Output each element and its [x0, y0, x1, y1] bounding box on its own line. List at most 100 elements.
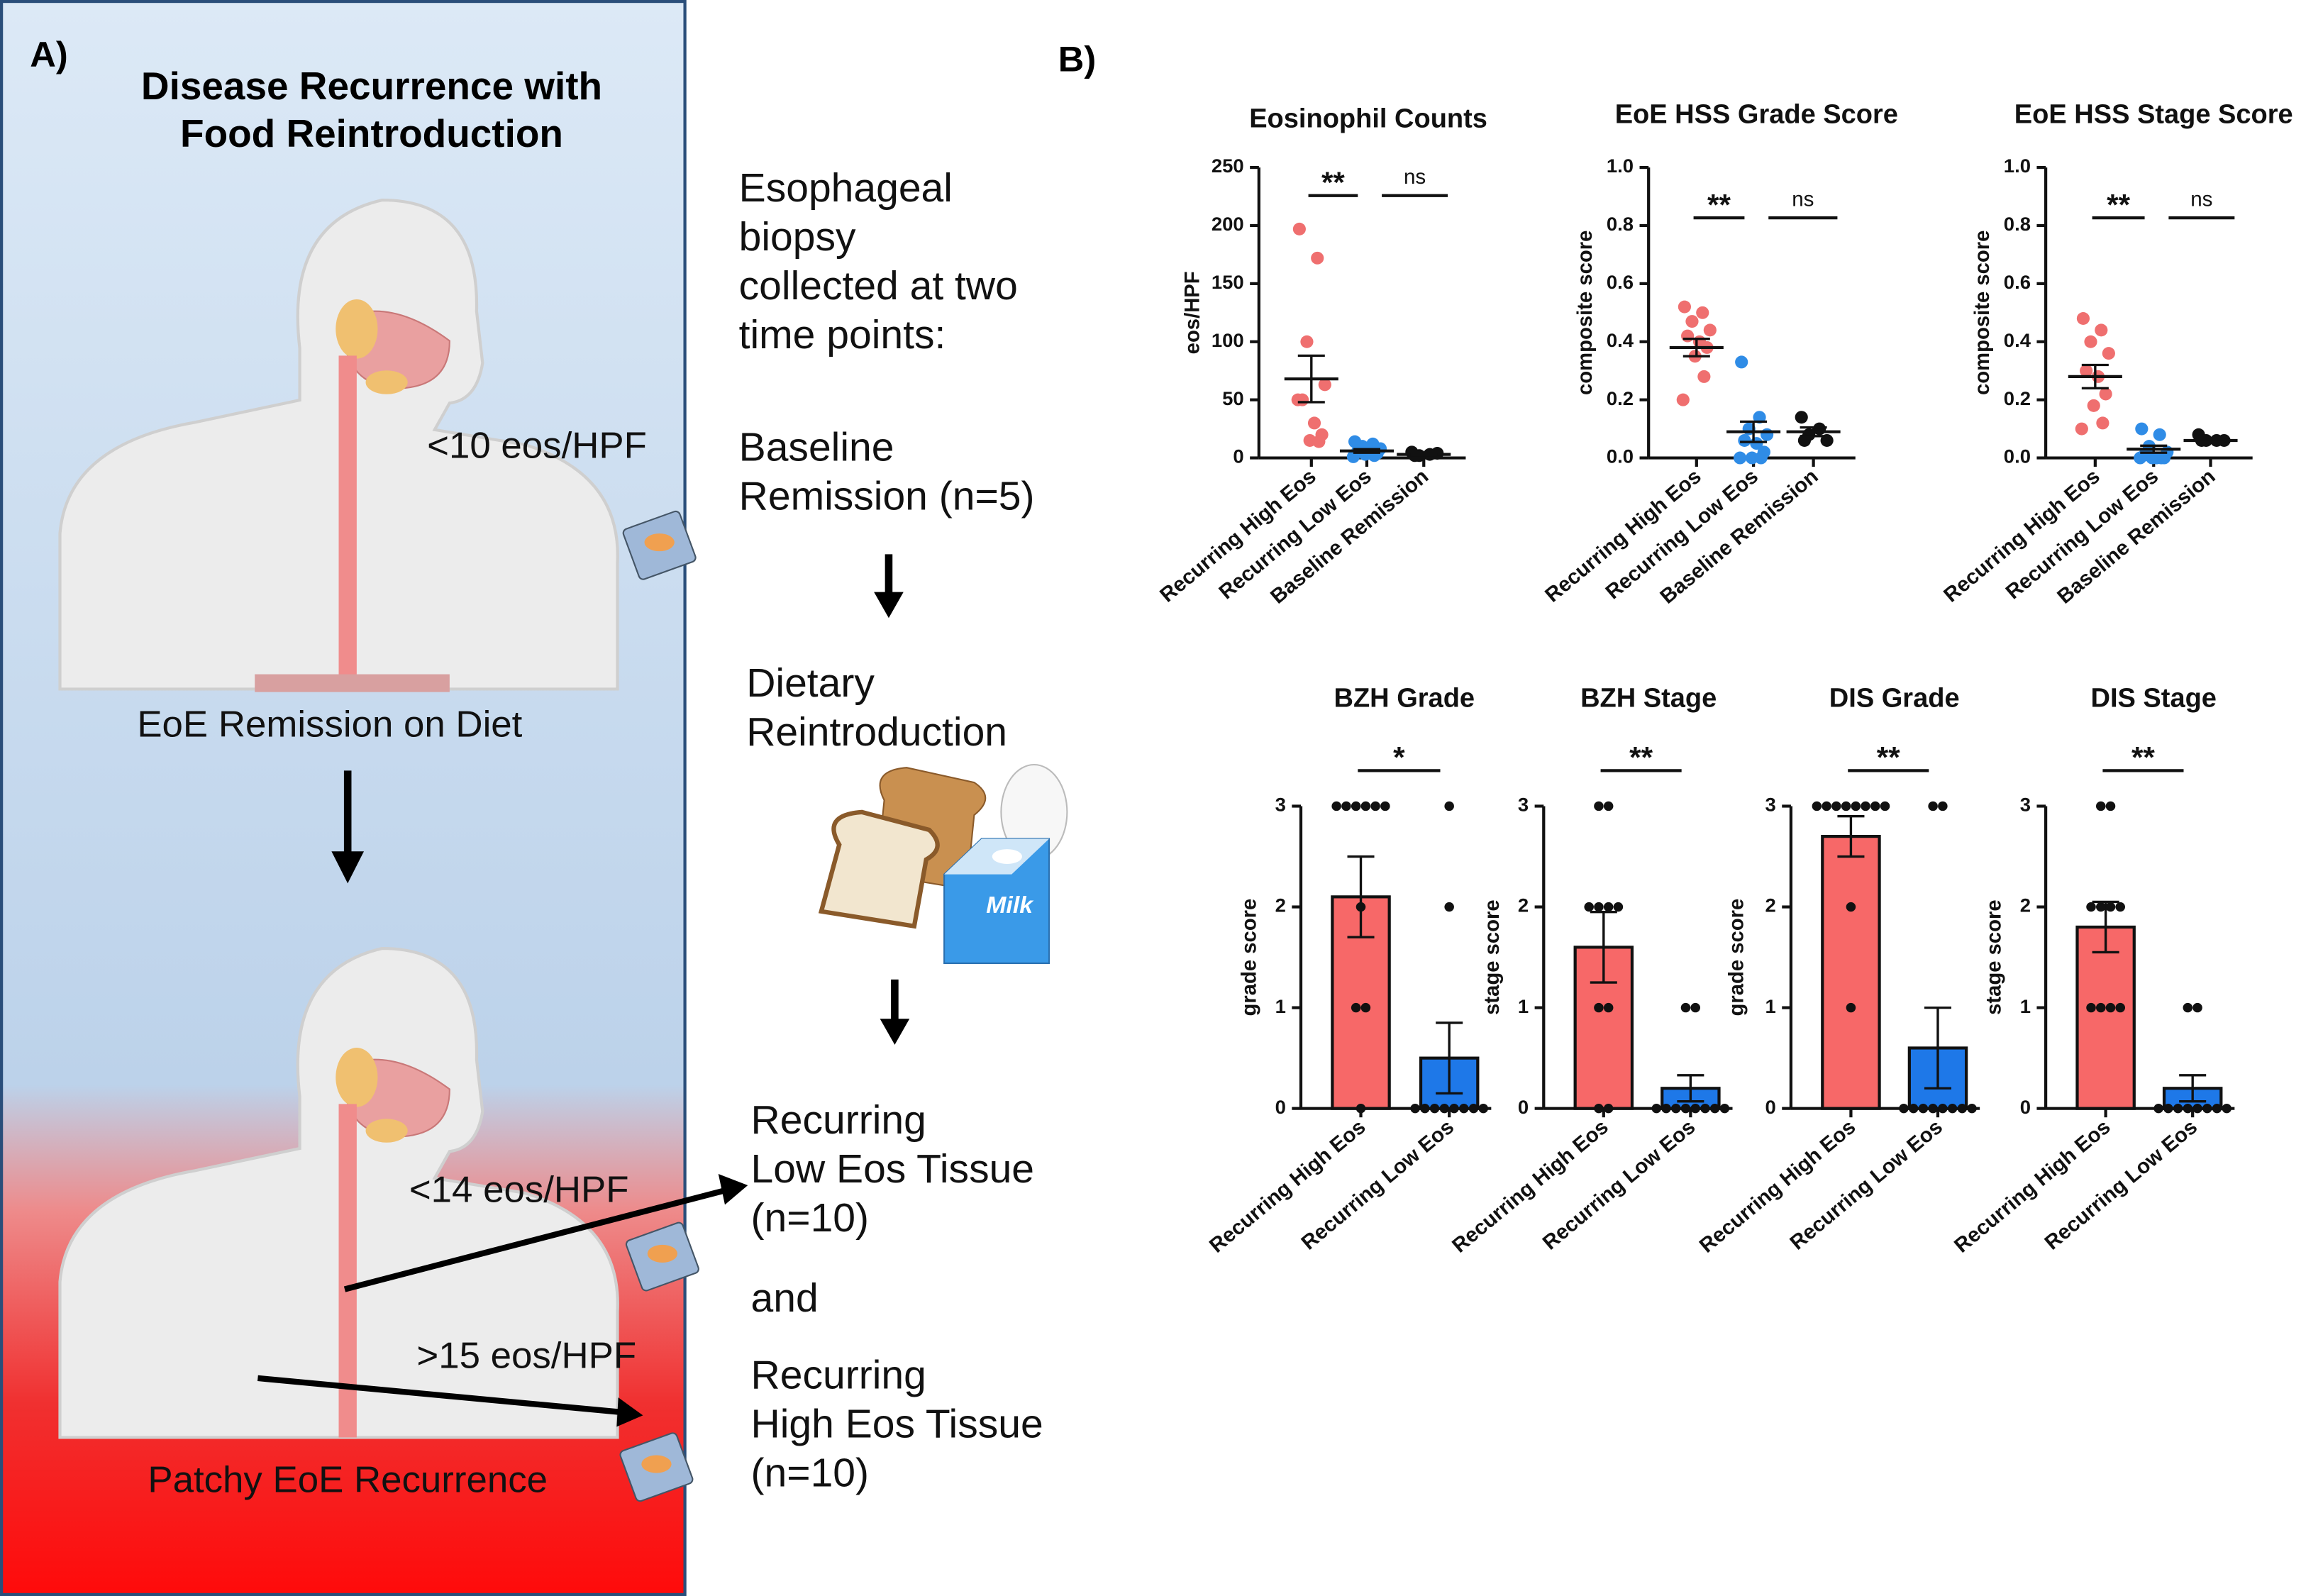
y-tick-label: 150 — [1212, 271, 1244, 293]
data-point — [2099, 387, 2112, 401]
milk-label: Milk — [986, 892, 1034, 919]
data-point — [2086, 902, 2096, 912]
significance-label: ** — [2131, 741, 2156, 774]
data-point — [2134, 451, 2147, 465]
x-tick-label: Recurring High Eos — [1950, 1115, 2115, 1258]
y-axis-label: stage score — [1983, 899, 2006, 1015]
y-tick-label: 0.8 — [2004, 213, 2031, 235]
data-point — [1685, 315, 1699, 328]
data-point — [2096, 416, 2109, 430]
data-point — [1899, 1103, 1909, 1114]
chart-title: BZH Stage — [1580, 684, 1717, 714]
y-tick-label: 1 — [2020, 995, 2031, 1017]
data-point — [1680, 1103, 1691, 1114]
data-point — [1697, 370, 1711, 383]
significance-label: ns — [2190, 188, 2212, 211]
data-point — [2084, 335, 2097, 348]
y-tick-label: 0.0 — [2004, 445, 2031, 467]
y-tick-label: 0.2 — [2004, 387, 2031, 409]
data-point — [1690, 1103, 1700, 1114]
y-tick-label: 0.2 — [1607, 387, 1634, 409]
chart-title: BZH Grade — [1334, 684, 1475, 714]
x-tick-label: Recurring Low Eos — [1538, 1115, 1700, 1254]
data-point — [1351, 1002, 1361, 1013]
timeline-text: Recurring — [751, 1353, 926, 1398]
data-point — [1754, 451, 1768, 465]
data-point — [1292, 222, 1306, 235]
data-point — [1449, 1103, 1459, 1114]
x-tick-label: Recurring Low Eos — [2040, 1115, 2202, 1254]
y-tick-label: 0 — [2020, 1096, 2031, 1118]
data-point — [1312, 435, 1326, 448]
significance-label: ** — [2107, 188, 2131, 221]
data-point — [1360, 1002, 1371, 1013]
y-tick-label: 0.6 — [2004, 271, 2031, 293]
data-point — [1908, 1103, 1919, 1114]
data-point — [1846, 902, 1856, 912]
data-point — [2192, 1002, 2202, 1013]
chart-title: Eosinophil Counts — [1249, 104, 1487, 134]
data-point — [2076, 312, 2090, 325]
timeline-text: Recurring — [751, 1098, 926, 1143]
significance-label: ** — [1877, 741, 1901, 774]
arrows — [257, 554, 910, 1427]
data-point — [1594, 801, 1604, 811]
y-tick-label: 3 — [1765, 794, 1776, 816]
data-point — [1696, 306, 1709, 319]
y-tick-label: 2 — [2020, 894, 2031, 916]
data-point — [2173, 1103, 2183, 1114]
y-tick-label: 0 — [1518, 1096, 1529, 1118]
y-axis-label: stage score — [1480, 899, 1504, 1015]
data-point — [1661, 1103, 1671, 1114]
timeline-text: Dietary — [746, 661, 875, 706]
data-point — [1307, 416, 1321, 430]
data-point — [1957, 1103, 1968, 1114]
data-point — [1831, 801, 1841, 811]
data-point — [1420, 1103, 1430, 1114]
data-point — [1678, 300, 1691, 314]
data-point — [1444, 902, 1454, 912]
y-tick-label: 100 — [1212, 329, 1244, 351]
y-axis-label: composite score — [1573, 231, 1597, 395]
data-point — [2105, 1002, 2116, 1013]
chart-title: EoE HSS Grade Score — [1615, 100, 1898, 130]
data-point — [1603, 1103, 1614, 1114]
data-point — [2080, 364, 2093, 377]
threshold-label: <14 eos/HPF — [409, 1169, 629, 1211]
data-point — [1880, 801, 1890, 811]
data-point — [1355, 902, 1366, 912]
y-tick-label: 3 — [1275, 794, 1286, 816]
y-tick-label: 2 — [1518, 894, 1529, 916]
y-tick-label: 0.0 — [1607, 445, 1634, 467]
y-tick-label: 0 — [1765, 1096, 1776, 1118]
data-point — [1851, 801, 1861, 811]
x-tick-label: Recurring High Eos — [1448, 1115, 1613, 1258]
x-tick-label: Recurring High Eos — [1695, 1115, 1861, 1258]
data-point — [1318, 378, 1331, 392]
figure-top — [58, 198, 619, 692]
data-point — [1584, 902, 1594, 912]
data-point — [1700, 1103, 1710, 1114]
data-point — [1918, 1103, 1929, 1114]
data-point — [1594, 902, 1604, 912]
data-point — [2163, 1103, 2173, 1114]
data-point — [1846, 1002, 1856, 1013]
data-point — [2115, 902, 2125, 912]
y-tick-label: 250 — [1212, 155, 1244, 177]
data-point — [2096, 801, 2106, 811]
data-point — [1380, 801, 1390, 811]
y-tick-label: 3 — [1518, 794, 1529, 816]
timeline-text: Low Eos Tissue — [751, 1147, 1034, 1192]
data-point — [1928, 1103, 1938, 1114]
chart-title: DIS Stage — [2091, 684, 2217, 714]
data-point — [2105, 801, 2116, 811]
y-tick-label: 0.6 — [1607, 271, 1634, 293]
timeline-text: time points: — [739, 313, 946, 358]
data-point — [1311, 251, 1324, 265]
data-point — [2153, 428, 2166, 441]
timeline-text: (n=10) — [751, 1451, 869, 1496]
data-point — [1300, 335, 1314, 348]
data-point — [1444, 801, 1454, 811]
